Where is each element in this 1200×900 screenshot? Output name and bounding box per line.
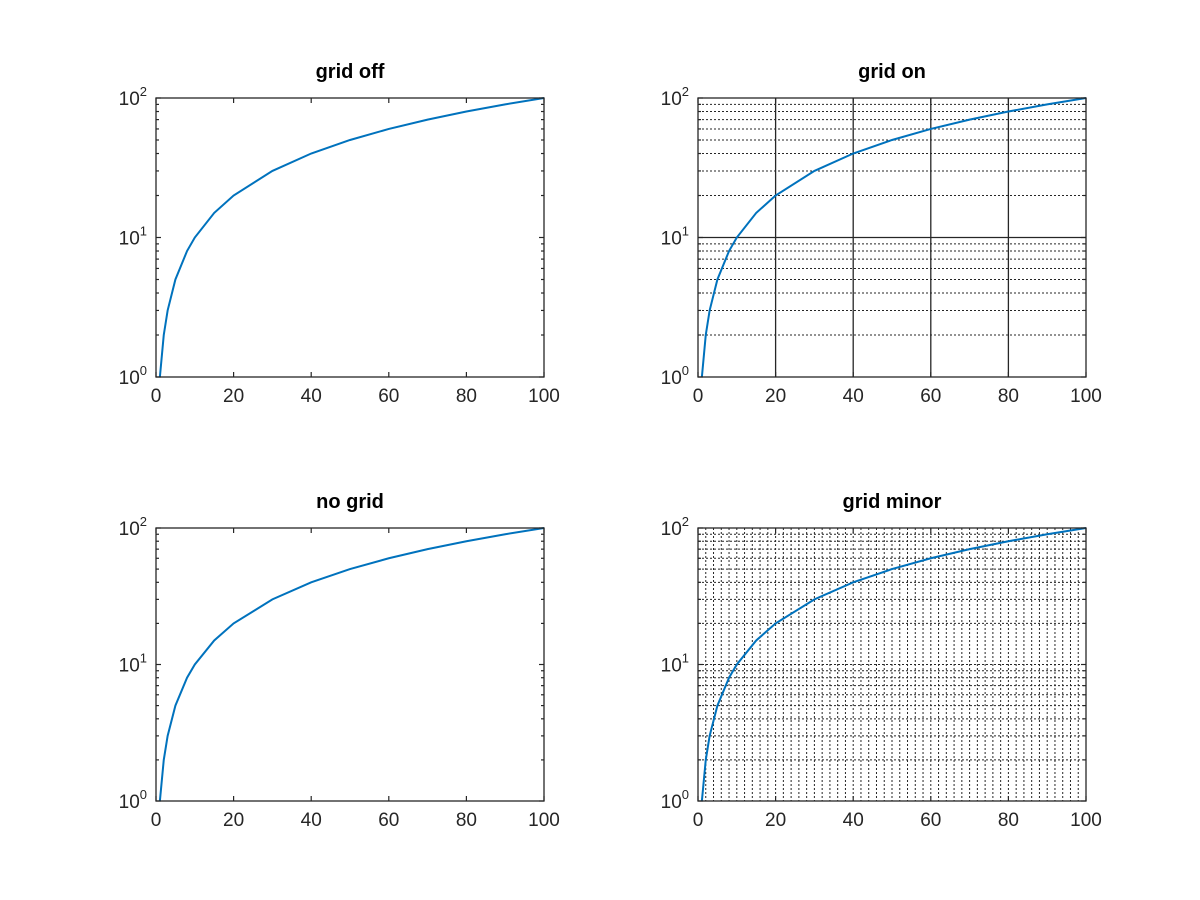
x-tick-label: 0 — [693, 386, 704, 407]
subplot-4: 0 20 40 60 80 100 100 101 102 grid minor — [661, 491, 1102, 831]
x-tick-label: 100 — [1070, 810, 1102, 831]
x-tick-label: 80 — [998, 810, 1019, 831]
subplot-2: 0 20 40 60 80 100 100 101 102 grid on — [661, 61, 1102, 407]
x-tick-label: 60 — [378, 810, 399, 831]
x-tick-label: 40 — [301, 386, 322, 407]
y-tick-label: 100 — [661, 787, 689, 813]
y-tick-label: 102 — [661, 514, 689, 540]
x-tick-label: 40 — [843, 386, 864, 407]
y-tick-label: 100 — [119, 363, 147, 389]
y-tick-label: 101 — [661, 651, 689, 677]
x-tick-label: 20 — [223, 386, 244, 407]
x-tick-label: 40 — [301, 810, 322, 831]
y-tick-label: 101 — [119, 651, 147, 677]
x-tick-label: 100 — [528, 386, 560, 407]
x-tick-label: 60 — [378, 386, 399, 407]
subplot-title: no grid — [316, 491, 384, 513]
subplot-title: grid off — [316, 61, 385, 83]
y-tick-label: 101 — [119, 224, 147, 250]
x-tick-label: 20 — [765, 810, 786, 831]
series-line-1 — [158, 97, 545, 378]
subplot-3: 0 20 40 60 80 100 100 101 102 no grid — [119, 491, 560, 831]
x-tick-label: 40 — [843, 810, 864, 831]
y-tick-label: 102 — [661, 84, 689, 110]
x-tick-label: 0 — [151, 810, 162, 831]
y-tick-label: 100 — [661, 363, 689, 389]
y-tick-label: 102 — [119, 84, 147, 110]
x-tick-label: 60 — [920, 386, 941, 407]
x-tick-label: 20 — [223, 810, 244, 831]
x-tick-label: 0 — [151, 386, 162, 407]
y-tick-label: 100 — [119, 787, 147, 813]
x-tick-label: 60 — [920, 810, 941, 831]
subplot-title: grid on — [858, 61, 926, 83]
x-tick-label: 20 — [765, 386, 786, 407]
subplot-1: 0 20 40 60 80 100 100 101 102 grid off — [119, 61, 560, 407]
subplot-title: grid minor — [843, 491, 942, 513]
series-line-1 — [700, 97, 1087, 378]
x-tick-label: 80 — [456, 810, 477, 831]
x-tick-label: 0 — [693, 810, 704, 831]
grid-lines — [698, 528, 1086, 801]
series-line-1 — [158, 527, 545, 802]
series-line-1 — [700, 527, 1087, 802]
x-tick-label: 100 — [528, 810, 560, 831]
x-tick-label: 80 — [998, 386, 1019, 407]
y-tick-label: 102 — [119, 514, 147, 540]
y-tick-label: 101 — [661, 224, 689, 250]
x-tick-label: 100 — [1070, 386, 1102, 407]
x-tick-label: 80 — [456, 386, 477, 407]
